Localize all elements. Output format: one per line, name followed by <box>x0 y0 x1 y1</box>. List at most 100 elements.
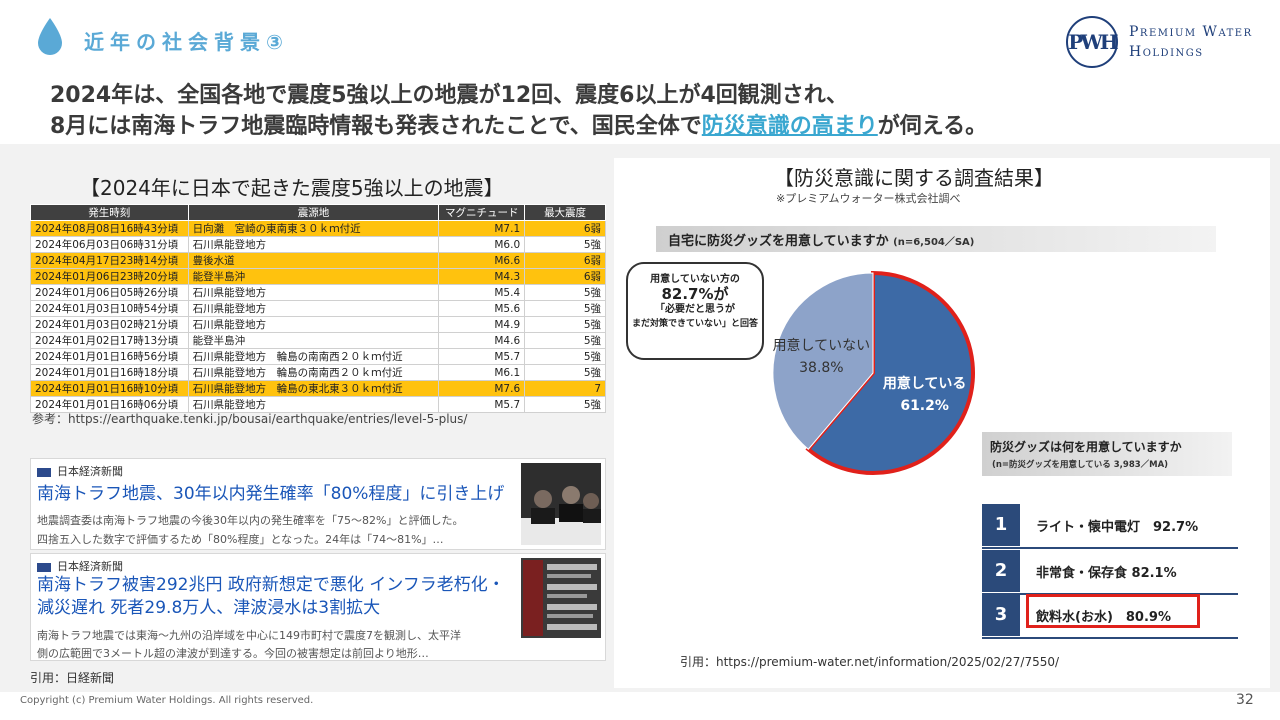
cell-epicenter: 石川県能登地方 <box>187 236 440 253</box>
newspaper-icon <box>37 562 51 572</box>
table-row: 2024年01月06日23時20分頃 能登半島沖 M4.3 6弱 <box>30 268 606 285</box>
table-header-row: 発生時刻 震源地 マグニチュード 最大震度 <box>30 204 606 221</box>
rank-divider <box>982 547 1238 549</box>
cell-epicenter: 石川県能登地方 <box>187 316 440 333</box>
table-row: 2024年01月03日02時21分頃 石川県能登地方 M4.9 5強 <box>30 316 606 333</box>
table-row: 2024年01月01日16時10分頃 石川県能登地方 輪島の東北東３０ｋｍ付近 M7… <box>30 380 606 397</box>
table-row: 2024年01月03日10時54分頃 石川県能登地方 M5.6 5強 <box>30 300 606 317</box>
ranking-item-2: 2 非常食・保存食 82.1% <box>982 550 1238 595</box>
callout-line1: 用意していない方の <box>650 274 740 285</box>
cell-intensity: 5強 <box>524 300 606 317</box>
news-card-2[interactable]: 日本経済新聞 南海トラフ被害292兆円 政府新想定で悪化 インフラ老朽化・ 減災… <box>30 553 606 661</box>
cell-time: 2024年04月17日23時14分頃 <box>30 252 189 269</box>
cell-time: 2024年01月06日23時20分頃 <box>30 268 189 285</box>
page-number: 32 <box>1236 692 1254 708</box>
table-row: 2024年01月01日16時56分頃 石川県能登地方 輪島の南南西２０ｋｍ付近 M5… <box>30 348 606 365</box>
cell-magnitude: M6.1 <box>438 364 526 381</box>
pie-chart: 用意している 61.2% 用意していない 38.8% <box>772 270 975 475</box>
news-body-line2: 四捨五入した数字で評価するため「80%程度」となった。24年は「74～81%」… <box>37 533 444 546</box>
headline-line2: 8月には南海トラフ地震臨時情報も発表されたことで、国民全体で防災意識の高まりが伺… <box>50 108 987 140</box>
survey-question-text: 自宅に防災グッズを用意していますか <box>668 234 889 249</box>
rank-number: 3 <box>982 594 1020 636</box>
cell-epicenter: 石川県能登地方 <box>187 396 440 413</box>
cell-intensity: 5強 <box>524 316 606 333</box>
news-source-label: 日本経済新聞 <box>57 465 123 478</box>
cell-intensity: 6弱 <box>524 220 606 237</box>
infographic-thumbnail <box>521 558 601 638</box>
cell-time: 2024年01月01日16時18分頃 <box>30 364 189 381</box>
headline-line2-post: が伺える。 <box>877 114 988 139</box>
news-body-line2: 側の広範囲で3メートル超の津波が到達する。今回の被害想定は前回より地形… <box>37 647 429 660</box>
survey-question2: 防災グッズは何を用意していますか <box>990 440 1182 454</box>
cell-time: 2024年01月02日17時13分頃 <box>30 332 189 349</box>
news-reference: 引用：日経新聞 <box>30 671 115 685</box>
rank-highlight-box <box>1026 594 1200 628</box>
cell-magnitude: M4.6 <box>438 332 526 349</box>
table-row: 2024年01月01日16時18分頃 石川県能登地方 輪島の南南西２０ｋｍ付近 M6… <box>30 364 606 381</box>
survey-question-banner: 自宅に防災グッズを用意していますか (n=6,504／SA) <box>656 226 1216 252</box>
cell-epicenter: 日向灘 宮崎の東南東３０ｋｍ付近 <box>187 220 440 237</box>
cell-epicenter: 石川県能登地方 輪島の東北東３０ｋｍ付近 <box>187 380 440 397</box>
cell-intensity: 6弱 <box>524 252 606 269</box>
logo-line1: Premium Water <box>1129 24 1253 40</box>
table-row: 2024年01月01日16時06分頃 石川県能登地方 M5.7 5強 <box>30 396 606 413</box>
column-header: マグニチュード <box>438 204 526 221</box>
cell-time: 2024年01月03日02時21分頃 <box>30 316 189 333</box>
callout-line3: 「必要だと思うが <box>655 304 735 315</box>
cell-time: 2024年01月01日16時56分頃 <box>30 348 189 365</box>
cell-time: 2024年01月06日05時26分頃 <box>30 284 189 301</box>
ranking-item-3: 3 飲料水(お水) 80.9% <box>982 594 1238 639</box>
callout-percent: 82.7%が <box>661 285 729 303</box>
cell-epicenter: 石川県能登地方 <box>187 300 440 317</box>
company-logo: PWH Premium Water Holdings <box>1066 16 1266 68</box>
pie-value-1: 61.2% <box>900 398 949 414</box>
cell-magnitude: M6.0 <box>438 236 526 253</box>
cell-magnitude: M4.9 <box>438 316 526 333</box>
survey-question-n: (n=6,504／SA) <box>893 237 975 248</box>
table-row: 2024年06月03日06時31分頃 石川県能登地方 M6.0 5強 <box>30 236 606 253</box>
cell-intensity: 7 <box>524 380 606 397</box>
logo-text: Premium Water Holdings <box>1129 22 1253 62</box>
rank-number: 1 <box>982 504 1020 546</box>
cell-intensity: 5強 <box>524 236 606 253</box>
cell-time: 2024年06月03日06時31分頃 <box>30 236 189 253</box>
cell-intensity: 5強 <box>524 396 606 413</box>
table-row: 2024年04月17日23時14分頃 豊後水道 M6.6 6弱 <box>30 252 606 269</box>
rank-number: 2 <box>982 550 1020 592</box>
news-source: 日本経済新聞 <box>37 463 123 479</box>
headline-highlight: 防災意識の高まり <box>701 114 878 139</box>
callout-bubble: 用意していない方の 82.7%が 「必要だと思うが まだ対策できていない」と回答 <box>626 262 764 360</box>
table-row: 2024年01月02日17時13分頃 能登半島沖 M4.6 5強 <box>30 332 606 349</box>
pie-label-2: 用意していない <box>773 337 871 354</box>
news-card-1[interactable]: 日本経済新聞 南海トラフ地震、30年以内発生確率「80%程度」に引き上げ 地震調… <box>30 458 606 550</box>
survey-question2-banner: 防災グッズは何を用意していますか (n=防災グッズを用意している 3,983／M… <box>982 432 1232 476</box>
column-header: 最大震度 <box>524 204 606 221</box>
earthquake-table-title: 【2024年に日本で起きた震度5強以上の地震】 <box>80 176 504 200</box>
news-body-line1: 地震調査委は南海トラフ地震の今後30年以内の発生確率を「75～82%」と評価した… <box>37 514 464 527</box>
pie-value-2: 38.8% <box>799 360 843 376</box>
news-body-line1: 南海トラフ地震では東海～九州の沿岸域を中心に149市町村で震度7を観測し、太平洋 <box>37 629 461 642</box>
survey-reference: 引用：https://premium-water.net/information… <box>680 655 1060 669</box>
earthquake-reference: 参考：https://earthquake.tenki.jp/bousai/ea… <box>32 412 468 426</box>
survey-note: ※プレミアムウォーター株式会社調べ <box>776 192 961 205</box>
cell-intensity: 5強 <box>524 284 606 301</box>
survey-question2-n: (n=防災グッズを用意している 3,983／MA) <box>992 460 1169 470</box>
survey-title: 【防災意識に関する調査結果】 <box>774 166 1054 190</box>
callout-line4: まだ対策できていない」と回答 <box>631 319 758 329</box>
cell-magnitude: M6.6 <box>438 252 526 269</box>
rank-divider <box>982 637 1238 639</box>
survey-question: 自宅に防災グッズを用意していますか (n=6,504／SA) <box>668 230 974 249</box>
cell-epicenter: 能登半島沖 <box>187 268 440 285</box>
cell-magnitude: M5.6 <box>438 300 526 317</box>
rank-label: ライト・懐中電灯 92.7% <box>1036 520 1199 535</box>
table-row: 2024年01月06日05時26分頃 石川県能登地方 M5.4 5強 <box>30 284 606 301</box>
newspaper-icon <box>37 467 51 477</box>
table-row: 2024年08月08日16時43分頃 日向灘 宮崎の東南東３０ｋｍ付近 M7.1 6弱 <box>30 220 606 237</box>
news-source: 日本経済新聞 <box>37 558 123 574</box>
cell-intensity: 5強 <box>524 348 606 365</box>
logo-line2: Holdings <box>1129 44 1204 60</box>
cell-magnitude: M4.3 <box>438 268 526 285</box>
news-photo-thumbnail <box>521 463 601 545</box>
headline-line1: 2024年は、全国各地で震度5強以上の地震が12回、震度6以上が4回観測され、 <box>50 83 848 108</box>
cell-intensity: 5強 <box>524 364 606 381</box>
